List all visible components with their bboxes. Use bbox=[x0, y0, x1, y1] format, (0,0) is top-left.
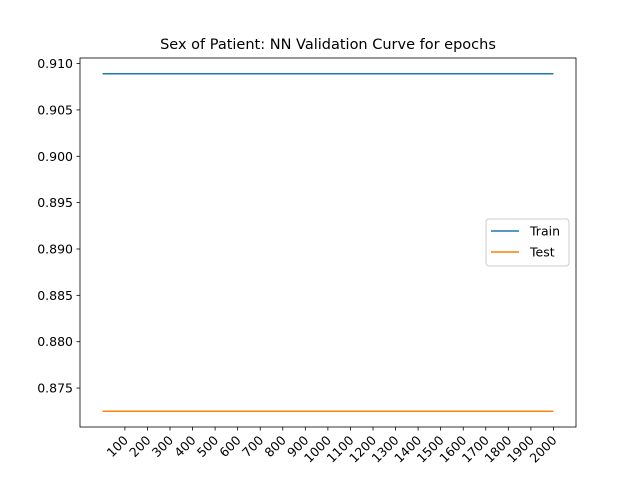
y-tick-label: 0.900 bbox=[37, 149, 73, 164]
y-tick-label: 0.895 bbox=[37, 195, 73, 210]
legend-label-test: Test bbox=[529, 245, 555, 260]
y-tick-label: 0.885 bbox=[37, 288, 73, 303]
legend: Train Test bbox=[485, 218, 570, 267]
y-tick-label: 0.905 bbox=[37, 102, 73, 117]
y-tick-label: 0.890 bbox=[37, 241, 73, 256]
chart-title: Sex of Patient: NN Validation Curve for … bbox=[160, 37, 496, 53]
y-tick-label: 0.875 bbox=[37, 381, 73, 396]
legend-label-train: Train bbox=[529, 224, 560, 239]
y-tick-label: 0.910 bbox=[37, 56, 73, 71]
y-tick-label: 0.880 bbox=[37, 334, 73, 349]
